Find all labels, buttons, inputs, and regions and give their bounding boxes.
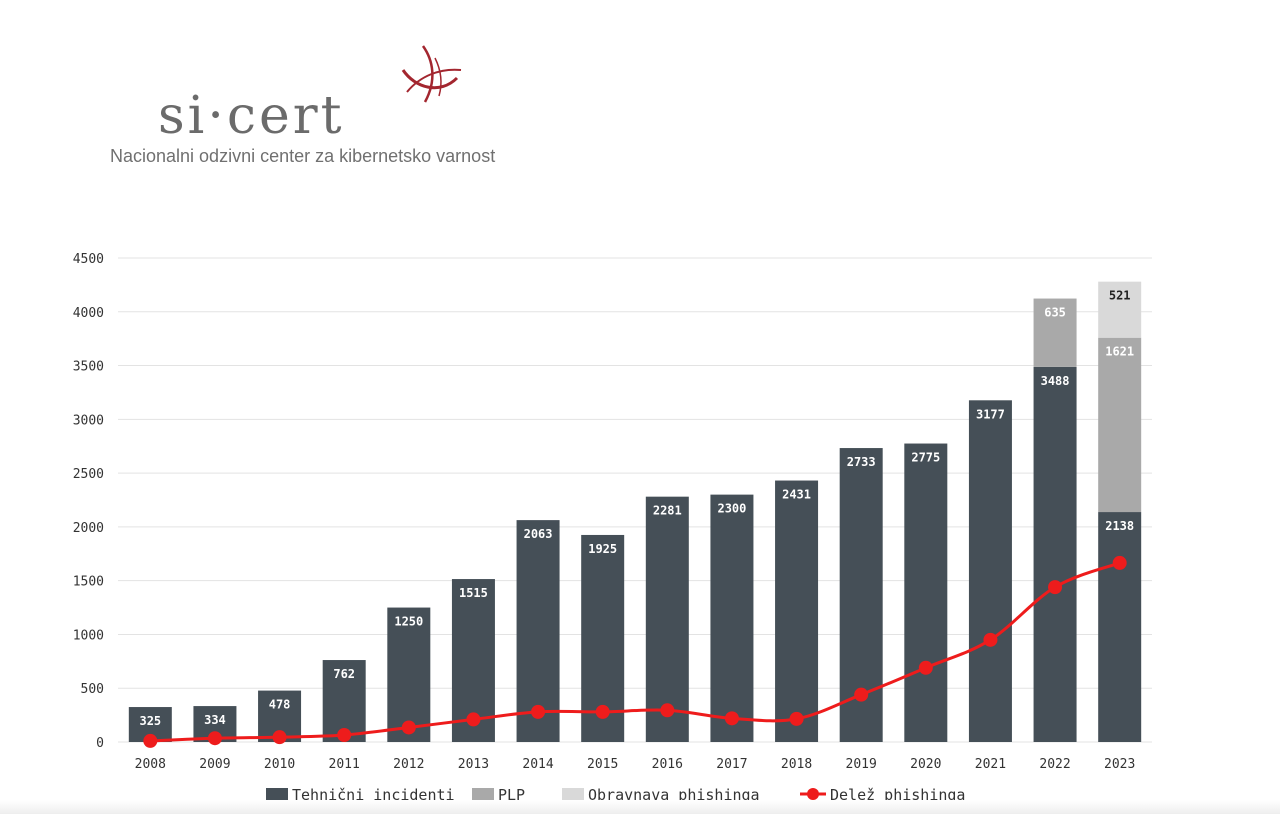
data-label: 762 xyxy=(333,667,355,681)
x-tick-label: 2023 xyxy=(1104,757,1135,772)
bar xyxy=(968,400,1012,742)
bar xyxy=(1098,281,1142,338)
data-label: 635 xyxy=(1044,306,1066,320)
legend-marker xyxy=(807,788,819,800)
line-point xyxy=(983,632,998,647)
legend-swatch xyxy=(472,788,494,801)
data-label: 2431 xyxy=(782,488,811,502)
line-point xyxy=(789,711,804,726)
bar xyxy=(904,443,948,742)
line-point xyxy=(724,711,739,726)
data-label: 478 xyxy=(269,698,291,712)
x-tick-label: 2019 xyxy=(846,757,877,772)
y-tick-label: 500 xyxy=(81,682,104,697)
line-point xyxy=(854,687,869,702)
logo-tagline: Nacionalni odzivni center za kibernetsko… xyxy=(110,146,496,166)
data-label: 1515 xyxy=(459,586,488,600)
logo-swirl-icon xyxy=(401,45,462,103)
data-label: 2281 xyxy=(653,504,682,518)
data-label: 2063 xyxy=(524,527,553,541)
data-label: 2138 xyxy=(1105,519,1134,533)
bar xyxy=(645,496,689,742)
x-tick-label: 2009 xyxy=(199,757,230,772)
bar xyxy=(1033,366,1077,742)
x-tick-label: 2012 xyxy=(393,757,424,772)
line-point xyxy=(918,660,933,675)
x-tick-label: 2015 xyxy=(587,757,618,772)
y-tick-label: 4000 xyxy=(73,306,104,321)
legend-label: PLP xyxy=(498,786,525,804)
x-tick-label: 2010 xyxy=(264,757,295,772)
data-label: 3488 xyxy=(1041,374,1070,388)
line-point xyxy=(531,704,546,719)
line-point xyxy=(337,728,352,743)
x-tick-label: 2018 xyxy=(781,757,812,772)
legend-label: Tehnični incidenti xyxy=(292,786,455,804)
data-label: 2733 xyxy=(847,455,876,469)
line-point xyxy=(143,733,158,748)
bar xyxy=(387,607,431,742)
legend-label: Obravnava phishinga xyxy=(588,786,760,804)
x-tick-label: 2013 xyxy=(458,757,489,772)
bar xyxy=(1033,298,1077,367)
bar xyxy=(710,494,754,742)
bar xyxy=(775,480,819,742)
x-tick-label: 2014 xyxy=(522,757,553,772)
data-label: 2775 xyxy=(911,451,940,465)
logo-wordmark: si·cert xyxy=(158,86,345,146)
y-tick-label: 0 xyxy=(96,736,104,751)
legend-swatch xyxy=(562,788,584,801)
data-label: 1925 xyxy=(588,542,617,556)
line-point xyxy=(401,720,416,735)
y-tick-label: 2000 xyxy=(73,521,104,536)
line-point xyxy=(1112,555,1127,570)
bar xyxy=(1098,512,1142,742)
y-tick-label: 1000 xyxy=(73,628,104,643)
y-tick-label: 3500 xyxy=(73,360,104,375)
x-tick-label: 2016 xyxy=(652,757,683,772)
x-tick-label: 2020 xyxy=(910,757,941,772)
x-tick-label: 2017 xyxy=(716,757,747,772)
y-tick-label: 4500 xyxy=(73,252,104,267)
y-tick-label: 3000 xyxy=(73,413,104,428)
data-label: 1250 xyxy=(394,615,423,629)
bar xyxy=(1098,337,1142,513)
line-series xyxy=(150,561,1121,743)
line-point xyxy=(466,712,481,727)
line-point xyxy=(660,703,675,718)
y-tick-label: 2500 xyxy=(73,467,104,482)
data-label: 2300 xyxy=(717,502,746,516)
data-label: 325 xyxy=(139,714,161,728)
data-label: 3177 xyxy=(976,407,1005,421)
bottom-edge xyxy=(0,800,1280,814)
y-tick-label: 1500 xyxy=(73,575,104,590)
si-cert-logo: si·cert Nacionalni odzivni center za kib… xyxy=(110,40,530,170)
data-label: 334 xyxy=(204,713,226,727)
x-tick-label: 2021 xyxy=(975,757,1006,772)
x-tick-label: 2022 xyxy=(1039,757,1070,772)
line-point xyxy=(595,704,610,719)
line-point xyxy=(207,731,222,746)
x-tick-label: 2008 xyxy=(135,757,166,772)
x-tick-label: 2011 xyxy=(329,757,360,772)
data-label: 521 xyxy=(1109,289,1131,303)
line-point xyxy=(1048,580,1063,595)
legend-swatch xyxy=(266,788,288,801)
data-label: 1621 xyxy=(1105,345,1134,359)
line-point xyxy=(272,730,287,745)
legend-label: Delež phishinga xyxy=(830,786,965,804)
